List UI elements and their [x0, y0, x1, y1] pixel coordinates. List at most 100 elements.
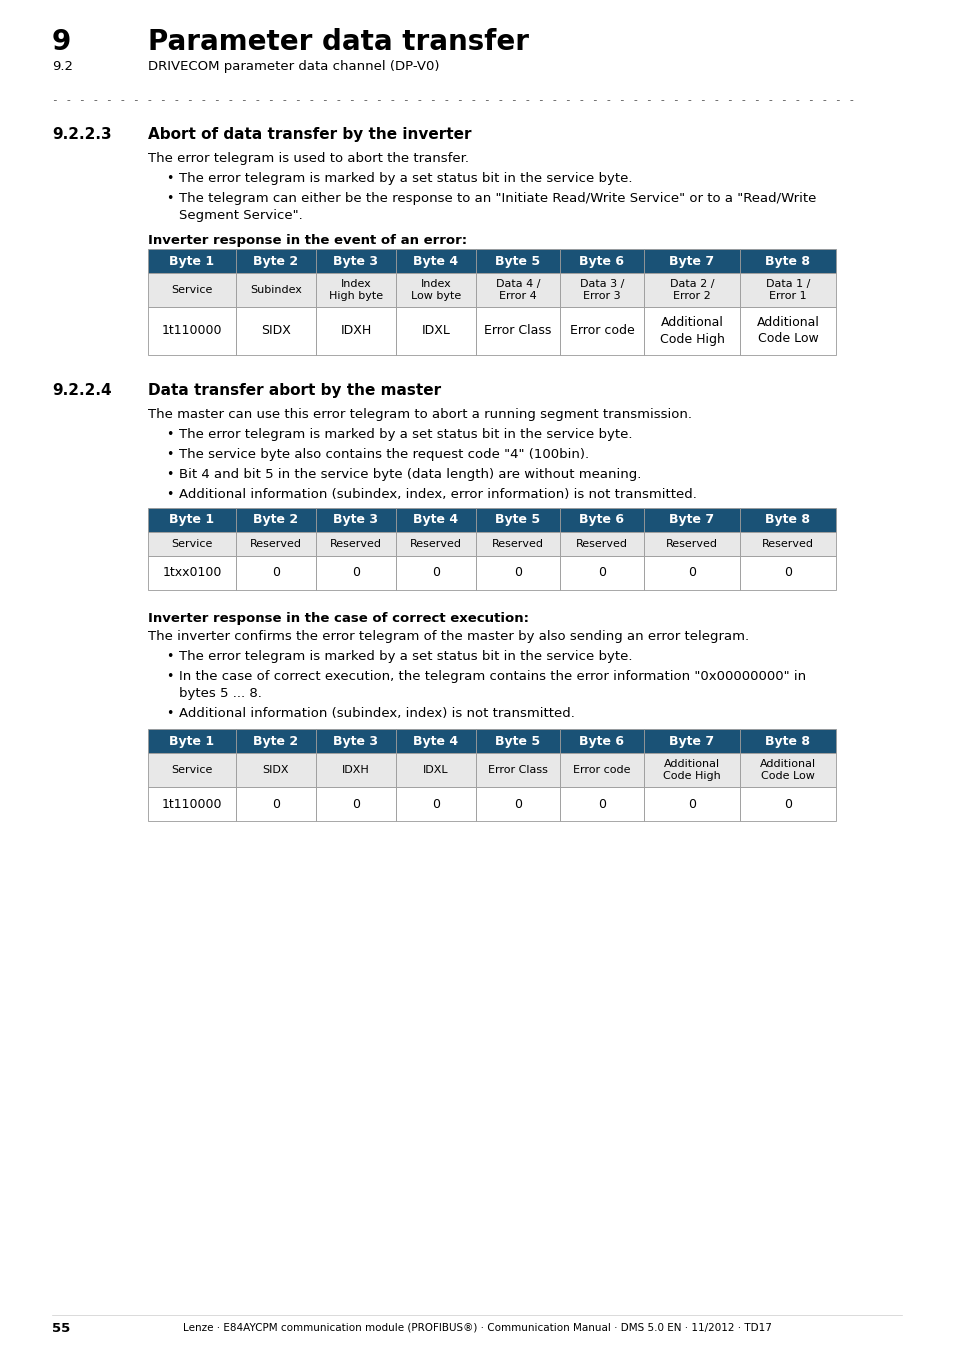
Bar — [148, 508, 235, 532]
Text: Inverter response in the case of correct execution:: Inverter response in the case of correct… — [148, 612, 529, 625]
Text: Byte 1: Byte 1 — [170, 513, 214, 526]
Text: 0: 0 — [598, 798, 605, 810]
Bar — [395, 787, 476, 821]
Text: •: • — [166, 448, 173, 460]
Text: DRIVECOM parameter data channel (DP-V0): DRIVECOM parameter data channel (DP-V0) — [148, 59, 439, 73]
Text: Byte 1: Byte 1 — [170, 255, 214, 267]
Text: Byte 5: Byte 5 — [495, 513, 540, 526]
Bar — [559, 508, 643, 532]
Bar — [740, 787, 835, 821]
Text: Byte 5: Byte 5 — [495, 255, 540, 267]
Text: Parameter data transfer: Parameter data transfer — [148, 28, 529, 55]
Bar — [643, 729, 740, 753]
Text: Reserved: Reserved — [761, 539, 813, 549]
Text: Reserved: Reserved — [576, 539, 627, 549]
Text: Byte 2: Byte 2 — [253, 513, 298, 526]
Text: IDXH: IDXH — [340, 324, 372, 338]
Text: 0: 0 — [432, 567, 439, 579]
Text: Abort of data transfer by the inverter: Abort of data transfer by the inverter — [148, 127, 471, 142]
Bar — [643, 532, 740, 556]
Text: Data 3 /
Error 3: Data 3 / Error 3 — [579, 279, 623, 301]
Bar — [559, 532, 643, 556]
Bar — [148, 729, 235, 753]
Bar — [740, 556, 835, 590]
Bar — [740, 729, 835, 753]
Text: Byte 6: Byte 6 — [578, 255, 624, 267]
Text: 0: 0 — [514, 798, 521, 810]
Text: Service: Service — [172, 539, 213, 549]
Text: •: • — [166, 468, 173, 481]
Bar — [643, 248, 740, 273]
Bar — [395, 556, 476, 590]
Text: Data 4 /
Error 4: Data 4 / Error 4 — [496, 279, 539, 301]
Text: Byte 2: Byte 2 — [253, 734, 298, 748]
Bar — [476, 508, 559, 532]
Text: •: • — [166, 487, 173, 501]
Bar — [476, 753, 559, 787]
Text: Byte 7: Byte 7 — [669, 255, 714, 267]
Text: Byte 1: Byte 1 — [170, 734, 214, 748]
Bar — [740, 248, 835, 273]
Text: Bit 4 and bit 5 in the service byte (data length) are without meaning.: Bit 4 and bit 5 in the service byte (dat… — [179, 468, 640, 481]
Bar — [148, 248, 235, 273]
Bar — [476, 273, 559, 306]
Bar — [643, 306, 740, 355]
Text: 0: 0 — [783, 567, 791, 579]
Text: IDXL: IDXL — [421, 324, 450, 338]
Text: Byte 8: Byte 8 — [764, 255, 810, 267]
Bar — [643, 556, 740, 590]
Text: 9.2.2.4: 9.2.2.4 — [52, 383, 112, 398]
Bar — [148, 787, 235, 821]
Bar — [740, 508, 835, 532]
Text: 1txx0100: 1txx0100 — [162, 567, 221, 579]
Bar — [476, 729, 559, 753]
Bar — [395, 729, 476, 753]
Text: 0: 0 — [432, 798, 439, 810]
Text: IDXL: IDXL — [423, 765, 448, 775]
Text: Byte 5: Byte 5 — [495, 734, 540, 748]
Bar — [740, 273, 835, 306]
Bar — [559, 248, 643, 273]
Text: Byte 7: Byte 7 — [669, 734, 714, 748]
Text: Byte 4: Byte 4 — [413, 734, 458, 748]
Bar — [315, 787, 395, 821]
Bar — [235, 273, 315, 306]
Bar — [643, 508, 740, 532]
Text: - - - - - - - - - - - - - - - - - - - - - - - - - - - - - - - - - - - - - - - - : - - - - - - - - - - - - - - - - - - - - … — [52, 95, 862, 105]
Text: Byte 3: Byte 3 — [334, 734, 378, 748]
Text: Index
High byte: Index High byte — [329, 279, 383, 301]
Bar — [559, 556, 643, 590]
Text: •: • — [166, 649, 173, 663]
Bar — [395, 508, 476, 532]
Bar — [315, 306, 395, 355]
Bar — [235, 248, 315, 273]
Bar — [315, 248, 395, 273]
Text: Data transfer abort by the master: Data transfer abort by the master — [148, 383, 440, 398]
Text: •: • — [166, 171, 173, 185]
Text: Byte 4: Byte 4 — [413, 513, 458, 526]
Text: Data 2 /
Error 2: Data 2 / Error 2 — [669, 279, 714, 301]
Text: 0: 0 — [783, 798, 791, 810]
Bar — [740, 306, 835, 355]
Text: Data 1 /
Error 1: Data 1 / Error 1 — [765, 279, 809, 301]
Text: IDXH: IDXH — [342, 765, 370, 775]
Text: Subindex: Subindex — [250, 285, 301, 296]
Bar — [559, 787, 643, 821]
Bar — [235, 532, 315, 556]
Bar — [148, 556, 235, 590]
Text: Additional
Code High: Additional Code High — [659, 316, 723, 346]
Bar — [559, 729, 643, 753]
Text: The master can use this error telegram to abort a running segment transmission.: The master can use this error telegram t… — [148, 408, 691, 421]
Bar — [740, 753, 835, 787]
Bar — [315, 753, 395, 787]
Text: Additional information (subindex, index) is not transmitted.: Additional information (subindex, index)… — [179, 707, 575, 720]
Text: 9: 9 — [52, 28, 71, 55]
Text: Index
Low byte: Index Low byte — [411, 279, 460, 301]
Text: The error telegram is marked by a set status bit in the service byte.: The error telegram is marked by a set st… — [179, 649, 632, 663]
Bar — [476, 787, 559, 821]
Text: The service byte also contains the request code "4" (100bin).: The service byte also contains the reque… — [179, 448, 589, 460]
Text: •: • — [166, 192, 173, 205]
Text: 1t110000: 1t110000 — [162, 798, 222, 810]
Bar — [148, 306, 235, 355]
Text: Error code: Error code — [569, 324, 634, 338]
